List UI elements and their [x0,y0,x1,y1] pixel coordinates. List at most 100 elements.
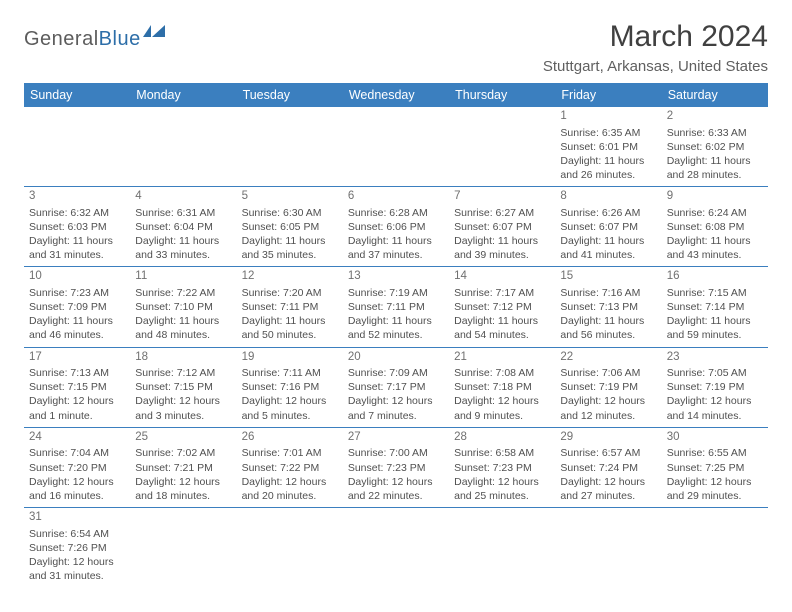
daylight-line-1: Daylight: 12 hours [242,394,338,408]
sunrise-line: Sunrise: 7:02 AM [135,446,231,460]
daylight-line-2: and 31 minutes. [29,569,125,583]
sunrise-line: Sunrise: 7:05 AM [667,366,763,380]
daylight-line-1: Daylight: 11 hours [29,234,125,248]
daylight-line-1: Daylight: 11 hours [667,154,763,168]
daylight-line-2: and 35 minutes. [242,248,338,262]
daylight-line-1: Daylight: 12 hours [667,475,763,489]
day-header: Saturday [662,83,768,107]
daylight-line-2: and 56 minutes. [560,328,656,342]
sunset-line: Sunset: 7:16 PM [242,380,338,394]
calendar-cell [555,508,661,588]
sunrise-line: Sunrise: 7:00 AM [348,446,444,460]
day-number: 21 [454,350,550,366]
sunrise-line: Sunrise: 6:35 AM [560,126,656,140]
sunrise-line: Sunrise: 6:28 AM [348,206,444,220]
flag-icon [143,23,169,46]
location: Stuttgart, Arkansas, United States [543,58,768,75]
calendar-cell: 13Sunrise: 7:19 AMSunset: 7:11 PMDayligh… [343,267,449,347]
daylight-line-2: and 14 minutes. [667,409,763,423]
calendar-cell: 23Sunrise: 7:05 AMSunset: 7:19 PMDayligh… [662,347,768,427]
sunrise-line: Sunrise: 6:30 AM [242,206,338,220]
daylight-line-2: and 27 minutes. [560,489,656,503]
daylight-line-1: Daylight: 12 hours [242,475,338,489]
calendar-cell: 31Sunrise: 6:54 AMSunset: 7:26 PMDayligh… [24,508,130,588]
calendar-week: 31Sunrise: 6:54 AMSunset: 7:26 PMDayligh… [24,508,768,588]
day-number: 16 [667,269,763,285]
daylight-line-2: and 37 minutes. [348,248,444,262]
day-number: 26 [242,430,338,446]
sunrise-line: Sunrise: 6:26 AM [560,206,656,220]
calendar-cell [449,508,555,588]
calendar-cell: 2Sunrise: 6:33 AMSunset: 6:02 PMDaylight… [662,107,768,187]
sunset-line: Sunset: 7:19 PM [667,380,763,394]
day-number: 28 [454,430,550,446]
calendar-week: 1Sunrise: 6:35 AMSunset: 6:01 PMDaylight… [24,107,768,187]
day-number: 2 [667,109,763,125]
calendar-cell [130,508,236,588]
calendar-cell [24,107,130,187]
day-number: 15 [560,269,656,285]
sunrise-line: Sunrise: 7:09 AM [348,366,444,380]
day-number: 29 [560,430,656,446]
sunrise-line: Sunrise: 7:08 AM [454,366,550,380]
daylight-line-1: Daylight: 12 hours [454,475,550,489]
calendar-cell: 5Sunrise: 6:30 AMSunset: 6:05 PMDaylight… [237,187,343,267]
daylight-line-2: and 3 minutes. [135,409,231,423]
daylight-line-1: Daylight: 12 hours [348,394,444,408]
day-header: Tuesday [237,83,343,107]
daylight-line-2: and 12 minutes. [560,409,656,423]
day-number: 7 [454,189,550,205]
sunset-line: Sunset: 7:15 PM [29,380,125,394]
calendar-body: 1Sunrise: 6:35 AMSunset: 6:01 PMDaylight… [24,107,768,587]
day-number: 10 [29,269,125,285]
sunrise-line: Sunrise: 6:33 AM [667,126,763,140]
daylight-line-2: and 48 minutes. [135,328,231,342]
daylight-line-2: and 9 minutes. [454,409,550,423]
calendar-cell: 20Sunrise: 7:09 AMSunset: 7:17 PMDayligh… [343,347,449,427]
calendar-cell: 24Sunrise: 7:04 AMSunset: 7:20 PMDayligh… [24,427,130,507]
day-header: Friday [555,83,661,107]
calendar-cell: 9Sunrise: 6:24 AMSunset: 6:08 PMDaylight… [662,187,768,267]
daylight-line-2: and 25 minutes. [454,489,550,503]
daylight-line-1: Daylight: 11 hours [667,234,763,248]
calendar-week: 17Sunrise: 7:13 AMSunset: 7:15 PMDayligh… [24,347,768,427]
day-number: 24 [29,430,125,446]
calendar-cell: 8Sunrise: 6:26 AMSunset: 6:07 PMDaylight… [555,187,661,267]
sunset-line: Sunset: 7:13 PM [560,300,656,314]
daylight-line-1: Daylight: 11 hours [560,234,656,248]
daylight-line-2: and 46 minutes. [29,328,125,342]
logo-text: GeneralBlue [24,28,141,51]
day-header: Sunday [24,83,130,107]
logo-blue: Blue [99,28,141,50]
daylight-line-2: and 1 minute. [29,409,125,423]
sunset-line: Sunset: 7:26 PM [29,541,125,555]
sunset-line: Sunset: 7:09 PM [29,300,125,314]
day-number: 11 [135,269,231,285]
sunset-line: Sunset: 7:19 PM [560,380,656,394]
daylight-line-2: and 16 minutes. [29,489,125,503]
daylight-line-1: Daylight: 11 hours [242,314,338,328]
calendar-cell [343,107,449,187]
daylight-line-1: Daylight: 12 hours [29,394,125,408]
sunrise-line: Sunrise: 6:54 AM [29,527,125,541]
calendar-cell: 11Sunrise: 7:22 AMSunset: 7:10 PMDayligh… [130,267,236,347]
day-number: 17 [29,350,125,366]
sunset-line: Sunset: 6:07 PM [560,220,656,234]
daylight-line-1: Daylight: 12 hours [29,475,125,489]
sunset-line: Sunset: 7:11 PM [242,300,338,314]
day-number: 27 [348,430,444,446]
calendar-cell: 28Sunrise: 6:58 AMSunset: 7:23 PMDayligh… [449,427,555,507]
day-number: 4 [135,189,231,205]
sunrise-line: Sunrise: 6:55 AM [667,446,763,460]
calendar-cell [662,508,768,588]
day-number: 14 [454,269,550,285]
day-number: 20 [348,350,444,366]
daylight-line-2: and 26 minutes. [560,168,656,182]
sunrise-line: Sunrise: 7:15 AM [667,286,763,300]
sunset-line: Sunset: 7:24 PM [560,461,656,475]
daylight-line-1: Daylight: 11 hours [242,234,338,248]
day-number: 12 [242,269,338,285]
sunrise-line: Sunrise: 6:32 AM [29,206,125,220]
daylight-line-2: and 59 minutes. [667,328,763,342]
day-number: 5 [242,189,338,205]
